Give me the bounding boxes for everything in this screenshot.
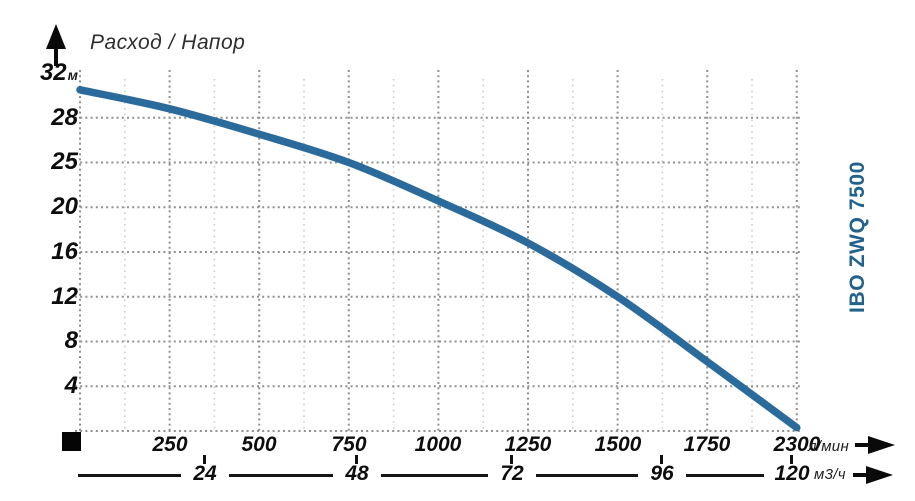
y-tick-label-8: 8 (64, 327, 78, 354)
secondary-axis-line-segment (536, 474, 638, 477)
x-tick-label-1250: 1250 (504, 433, 552, 456)
y-tick-value: 32 (39, 59, 67, 86)
x2-tick-label-72: 72 (500, 462, 524, 485)
secondary-axis-tick (790, 455, 793, 464)
y-tick-label-12: 12 (51, 283, 78, 310)
x-axis-primary-right-arrow-icon (855, 436, 895, 454)
x-tick-label-1750: 1750 (683, 433, 731, 456)
secondary-axis-line-segment (78, 474, 181, 477)
x-tick-label-250: 250 (152, 433, 188, 456)
y-tick-label-32: 32м (0, 60, 78, 86)
secondary-axis-tick (510, 455, 513, 464)
x-tick-label-750: 750 (331, 433, 367, 456)
x-axis-secondary-right-arrow-icon (853, 466, 893, 484)
x2-tick-label-120: 120 (774, 462, 810, 485)
secondary-axis-tick (355, 455, 358, 464)
y-tick-label-25: 25 (51, 148, 78, 175)
y-tick-label-20: 20 (51, 193, 78, 220)
x-tick-label-1500: 1500 (594, 433, 642, 456)
y-tick-label-28: 28 (51, 104, 78, 131)
secondary-axis-line-segment (229, 474, 333, 477)
x-tick-label-500: 500 (241, 433, 277, 456)
origin-marker (62, 432, 81, 451)
x-tick-label-2300: 2300 (773, 433, 821, 456)
pump-curve (76, 86, 801, 432)
x-tick-label-1000: 1000 (414, 433, 462, 456)
product-name-label: IBO ZWQ 7500 (846, 161, 869, 313)
x-axis-secondary-unit: м3/ч (814, 466, 846, 483)
secondary-axis-line-segment (381, 474, 488, 477)
secondary-axis-tick (660, 455, 663, 464)
y-tick-label-16: 16 (51, 238, 78, 265)
x-axis-primary-unit: л/мин (808, 438, 850, 455)
x2-tick-label-24: 24 (193, 462, 217, 485)
y-axis-unit: м (67, 67, 78, 83)
y-axis-up-arrow-icon (46, 24, 66, 66)
secondary-axis-tick (203, 455, 206, 464)
x2-tick-label-96: 96 (650, 462, 674, 485)
y-tick-label-4: 4 (64, 372, 78, 399)
chart-title: Расход / Напор (90, 31, 246, 54)
x2-tick-label-48: 48 (345, 462, 369, 485)
secondary-axis-line-segment (686, 474, 764, 477)
